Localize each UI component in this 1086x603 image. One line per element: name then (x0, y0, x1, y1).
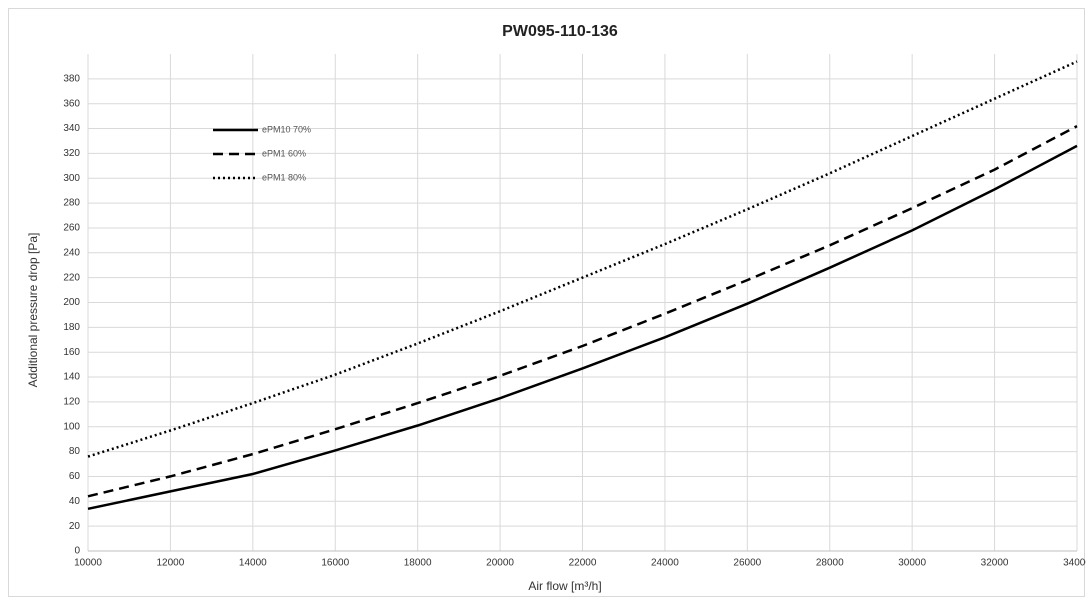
y-tick-label: 0 (74, 546, 80, 557)
y-tick-label: 200 (63, 297, 80, 308)
legend-label: ePM1 60% (262, 148, 306, 158)
x-tick-label: 22000 (569, 558, 597, 569)
y-tick-label: 80 (69, 446, 81, 457)
x-tick-label: 24000 (651, 558, 679, 569)
chart-title: PW095-110-136 (502, 23, 618, 40)
x-tick-label: 28000 (816, 558, 844, 569)
y-tick-label: 60 (69, 471, 81, 482)
y-axis-label: Additional pressure drop [Pa] (26, 233, 40, 388)
x-tick-label: 26000 (733, 558, 761, 569)
y-tick-label: 20 (69, 521, 81, 532)
y-tick-label: 280 (63, 198, 80, 209)
y-tick-label: 120 (63, 397, 80, 408)
y-tick-label: 260 (63, 223, 80, 234)
x-tick-label: 20000 (486, 558, 514, 569)
legend-label: ePM10 70% (262, 124, 311, 134)
y-tick-label: 360 (63, 98, 80, 109)
x-tick-label: 14000 (239, 558, 267, 569)
y-tick-label: 320 (63, 148, 80, 159)
x-tick-label: 18000 (404, 558, 432, 569)
y-tick-label: 240 (63, 247, 80, 258)
x-tick-label: 12000 (157, 558, 185, 569)
x-tick-label: 32000 (981, 558, 1009, 569)
y-tick-label: 380 (63, 73, 80, 84)
x-axis-label: Air flow [m³/h] (528, 579, 601, 593)
y-tick-label: 40 (69, 496, 81, 507)
y-tick-label: 220 (63, 272, 80, 283)
y-tick-label: 340 (63, 123, 80, 134)
x-tick-label: 34000 (1063, 558, 1086, 569)
x-tick-label: 30000 (898, 558, 926, 569)
y-tick-label: 140 (63, 372, 80, 383)
x-tick-label: 16000 (321, 558, 349, 569)
series-line (87, 124, 1078, 498)
x-tick-label: 10000 (74, 558, 102, 569)
y-tick-label: 100 (63, 421, 80, 432)
legend-label: ePM1 80% (262, 172, 306, 182)
y-tick-label: 300 (63, 173, 80, 184)
y-tick-label: 180 (63, 322, 80, 333)
series-line (87, 60, 1078, 458)
series-line (87, 144, 1078, 511)
y-tick-label: 160 (63, 347, 80, 358)
